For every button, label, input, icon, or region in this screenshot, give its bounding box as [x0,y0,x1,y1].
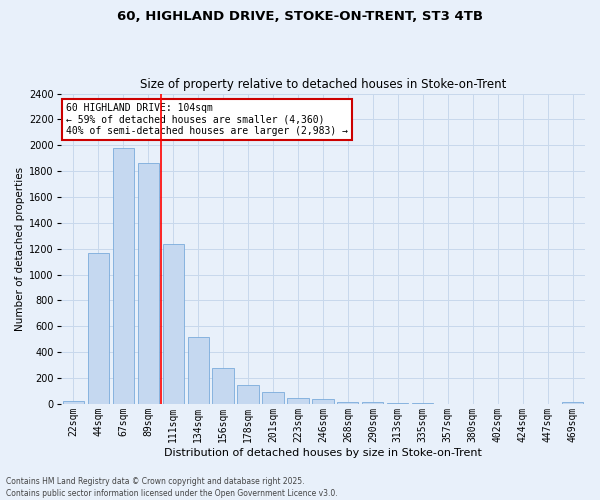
Bar [163,244,184,404]
Bar [88,252,109,404]
Bar [188,336,209,404]
Bar [137,164,159,404]
Bar [287,398,308,404]
Bar [362,402,383,404]
Text: Contains HM Land Registry data © Crown copyright and database right 2025.
Contai: Contains HM Land Registry data © Crown c… [6,476,338,498]
Bar [387,403,409,404]
Bar [238,384,259,404]
Y-axis label: Number of detached properties: Number of detached properties [15,166,25,331]
Bar [212,368,234,404]
Bar [262,392,284,404]
Bar [313,398,334,404]
Bar [562,402,583,404]
X-axis label: Distribution of detached houses by size in Stoke-on-Trent: Distribution of detached houses by size … [164,448,482,458]
Bar [113,148,134,404]
Bar [337,402,358,404]
Bar [63,400,84,404]
Text: 60 HIGHLAND DRIVE: 104sqm
← 59% of detached houses are smaller (4,360)
40% of se: 60 HIGHLAND DRIVE: 104sqm ← 59% of detac… [66,103,348,136]
Text: 60, HIGHLAND DRIVE, STOKE-ON-TRENT, ST3 4TB: 60, HIGHLAND DRIVE, STOKE-ON-TRENT, ST3 … [117,10,483,23]
Title: Size of property relative to detached houses in Stoke-on-Trent: Size of property relative to detached ho… [140,78,506,91]
